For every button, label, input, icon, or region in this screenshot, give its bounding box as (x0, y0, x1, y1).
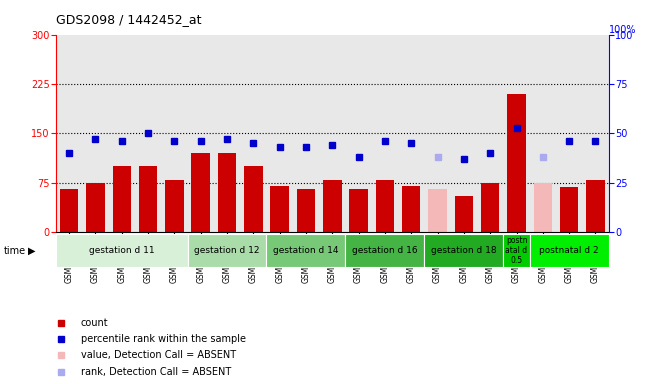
Bar (349, 189, 368, 232)
Text: gestation d 11: gestation d 11 (89, 246, 155, 255)
Text: ▶: ▶ (28, 245, 35, 256)
Text: gestation d 12: gestation d 12 (194, 246, 260, 255)
Bar (376, 180, 394, 232)
Bar (56, 234, 188, 267)
Bar (530, 234, 609, 267)
Bar (534, 183, 552, 232)
Text: 100%: 100% (609, 25, 636, 35)
Text: GDS2098 / 1442452_at: GDS2098 / 1442452_at (56, 13, 201, 26)
Text: count: count (81, 318, 109, 328)
Bar (297, 189, 315, 232)
Bar (86, 183, 105, 232)
Bar (345, 234, 424, 267)
Bar (424, 234, 503, 267)
Bar (428, 189, 447, 232)
Bar (507, 94, 526, 232)
Bar (402, 186, 420, 232)
Bar (191, 153, 210, 232)
Bar (323, 180, 342, 232)
Bar (218, 153, 236, 232)
Text: gestation d 14: gestation d 14 (273, 246, 339, 255)
Bar (503, 234, 530, 267)
Bar (113, 166, 131, 232)
Bar (244, 166, 263, 232)
Bar (586, 180, 605, 232)
Text: rank, Detection Call = ABSENT: rank, Detection Call = ABSENT (81, 367, 231, 377)
Bar (560, 187, 578, 232)
Bar (165, 180, 184, 232)
Text: gestation d 18: gestation d 18 (431, 246, 497, 255)
Bar (139, 166, 157, 232)
Bar (270, 186, 289, 232)
Text: value, Detection Call = ABSENT: value, Detection Call = ABSENT (81, 351, 236, 361)
Text: gestation d 16: gestation d 16 (352, 246, 418, 255)
Bar (455, 196, 473, 232)
Text: postnatal d 2: postnatal d 2 (540, 246, 599, 255)
Bar (266, 234, 345, 267)
Text: time: time (3, 245, 26, 256)
Bar (188, 234, 266, 267)
Bar (481, 183, 499, 232)
Text: percentile rank within the sample: percentile rank within the sample (81, 334, 246, 344)
Bar (60, 189, 78, 232)
Text: postn
atal d
0.5: postn atal d 0.5 (505, 237, 528, 265)
